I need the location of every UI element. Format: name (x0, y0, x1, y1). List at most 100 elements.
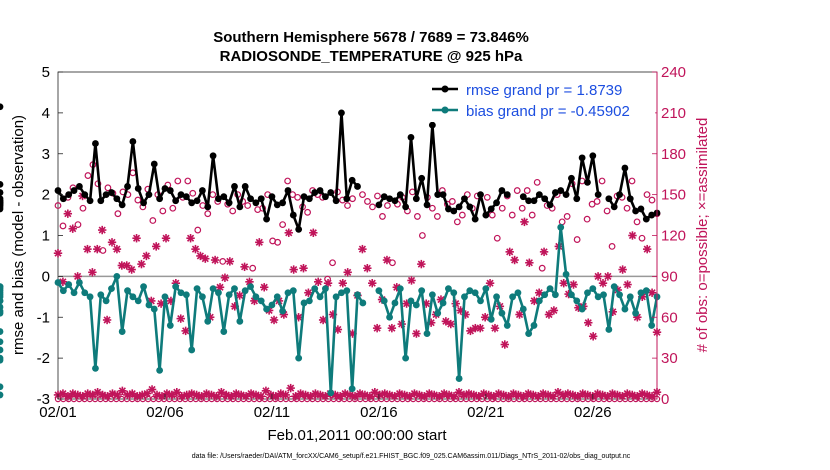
rmse-series-point (327, 189, 335, 196)
bias-series-point (391, 299, 399, 307)
rmse-series-point (284, 187, 292, 194)
rmse-series-point (75, 183, 83, 190)
obs-assimilated-point (151, 242, 161, 251)
rmse-series-point (466, 203, 474, 211)
rmse-series-point (391, 197, 399, 205)
bias-series-point (236, 317, 244, 325)
bias-series-point (193, 285, 201, 293)
bias-series-point (322, 285, 329, 293)
obs-assimilated-point (225, 257, 235, 266)
rmse-series-point (177, 191, 185, 199)
legend-bias-label: bias grand pr = -0.45902 (466, 103, 630, 120)
rmse-series-point (172, 197, 180, 205)
rmse-series-point (332, 197, 340, 205)
obs-possible-point (359, 191, 366, 199)
obs-possible-point (598, 177, 606, 185)
bias-series-point (327, 389, 335, 397)
bias-series-point (0, 297, 4, 305)
obs-possible-point (588, 200, 596, 208)
obs-possible-point (573, 236, 581, 243)
obs-assimilated-point (387, 323, 397, 333)
bias-series-point (0, 338, 4, 346)
bias-series-point (225, 291, 233, 299)
y-axis-label-right: # of obs: o=possible; ×=assimilated (694, 118, 711, 353)
bias-series-point (54, 279, 62, 286)
obs-possible-point (244, 202, 252, 209)
obs-possible-point (149, 217, 157, 224)
rmse-series-point (530, 197, 538, 205)
right-tick-label: 0 (661, 391, 669, 408)
rmse-series-point (279, 199, 287, 207)
x-tick-label: 02/26 (574, 404, 612, 421)
right-tick-label: 210 (661, 105, 686, 122)
rmse-series-point (461, 195, 468, 203)
bias-series-point (466, 287, 474, 295)
obs-assimilated-point (515, 310, 524, 319)
bias-series-point (268, 301, 276, 309)
obs-assimilated-point (102, 315, 112, 325)
rmse-series-point (220, 193, 228, 201)
rmse-series-point (616, 191, 623, 199)
bias-series-point (215, 289, 222, 297)
obs-possible-point (54, 202, 62, 209)
rmse-series-point (477, 191, 484, 199)
rmse-series-point (605, 195, 613, 203)
obs-assimilated-point (127, 265, 136, 274)
rmse-series-point (589, 152, 597, 160)
obs-possible-point (533, 178, 541, 186)
obs-possible-point (74, 221, 82, 229)
bias-series-point (177, 289, 185, 297)
bias-series-point (204, 317, 212, 325)
rmse-series-point (493, 199, 500, 207)
rmse-series-point (375, 201, 383, 209)
bias-series-point (140, 283, 147, 290)
bias-series-point (0, 346, 4, 354)
obs-assimilated-point (88, 268, 97, 277)
rmse-series-point (81, 191, 89, 199)
rmse-series-point (0, 189, 4, 196)
bias-series-point (65, 281, 73, 288)
rmse-series-point (396, 191, 404, 199)
bias-series-point (0, 291, 4, 299)
footer-data-file: data file: /Users/raeder/DAI/ATM_forcXX/… (192, 453, 631, 460)
obs-assimilated-point (407, 276, 416, 285)
x-tick-label: 02/06 (146, 404, 184, 421)
bias-series-point (241, 287, 249, 295)
bias-series-point (568, 291, 575, 299)
bias-series-point (343, 287, 351, 295)
bias-series-point (530, 322, 538, 329)
bias-series-point (621, 305, 629, 313)
obs-assimilated-point (323, 278, 333, 288)
rmse-series-point (519, 193, 527, 201)
rmse-series-point (434, 191, 442, 199)
obs-assimilated-point (210, 255, 220, 265)
bias-series-point (172, 283, 180, 290)
rmse-series-point (199, 187, 206, 194)
right-tick-label: 30 (661, 350, 678, 367)
rmse-series-point (124, 183, 131, 190)
rmse-series-point (118, 201, 126, 209)
x-tick-label: 02/01 (39, 404, 77, 421)
obs-assimilated-point (112, 244, 122, 254)
obs-possible-point (274, 238, 282, 246)
obs-assimilated-point (83, 244, 92, 254)
obs-assimilated-point (500, 340, 509, 349)
rmse-series-point (247, 195, 254, 203)
bias-series-point (273, 293, 281, 301)
x-tick-label: 02/16 (360, 404, 398, 421)
rmse-series-point (471, 215, 479, 223)
bias-series-point (156, 366, 164, 374)
chart-title-line1: Southern Hemisphere 5678 / 7689 = 73.846… (213, 29, 529, 46)
bias-series-point (279, 307, 287, 315)
bias-series-point (551, 291, 559, 299)
obs-possible-point (379, 213, 386, 220)
bias-series-point (145, 301, 153, 309)
bias-series-point (252, 293, 260, 301)
obs-assimilated-point (446, 319, 455, 329)
obs-possible-point (433, 213, 441, 220)
rmse-series-point (423, 201, 431, 209)
rmse-series-point (263, 215, 270, 223)
obs-possible-point (99, 247, 107, 254)
bias-series-point (519, 305, 527, 313)
